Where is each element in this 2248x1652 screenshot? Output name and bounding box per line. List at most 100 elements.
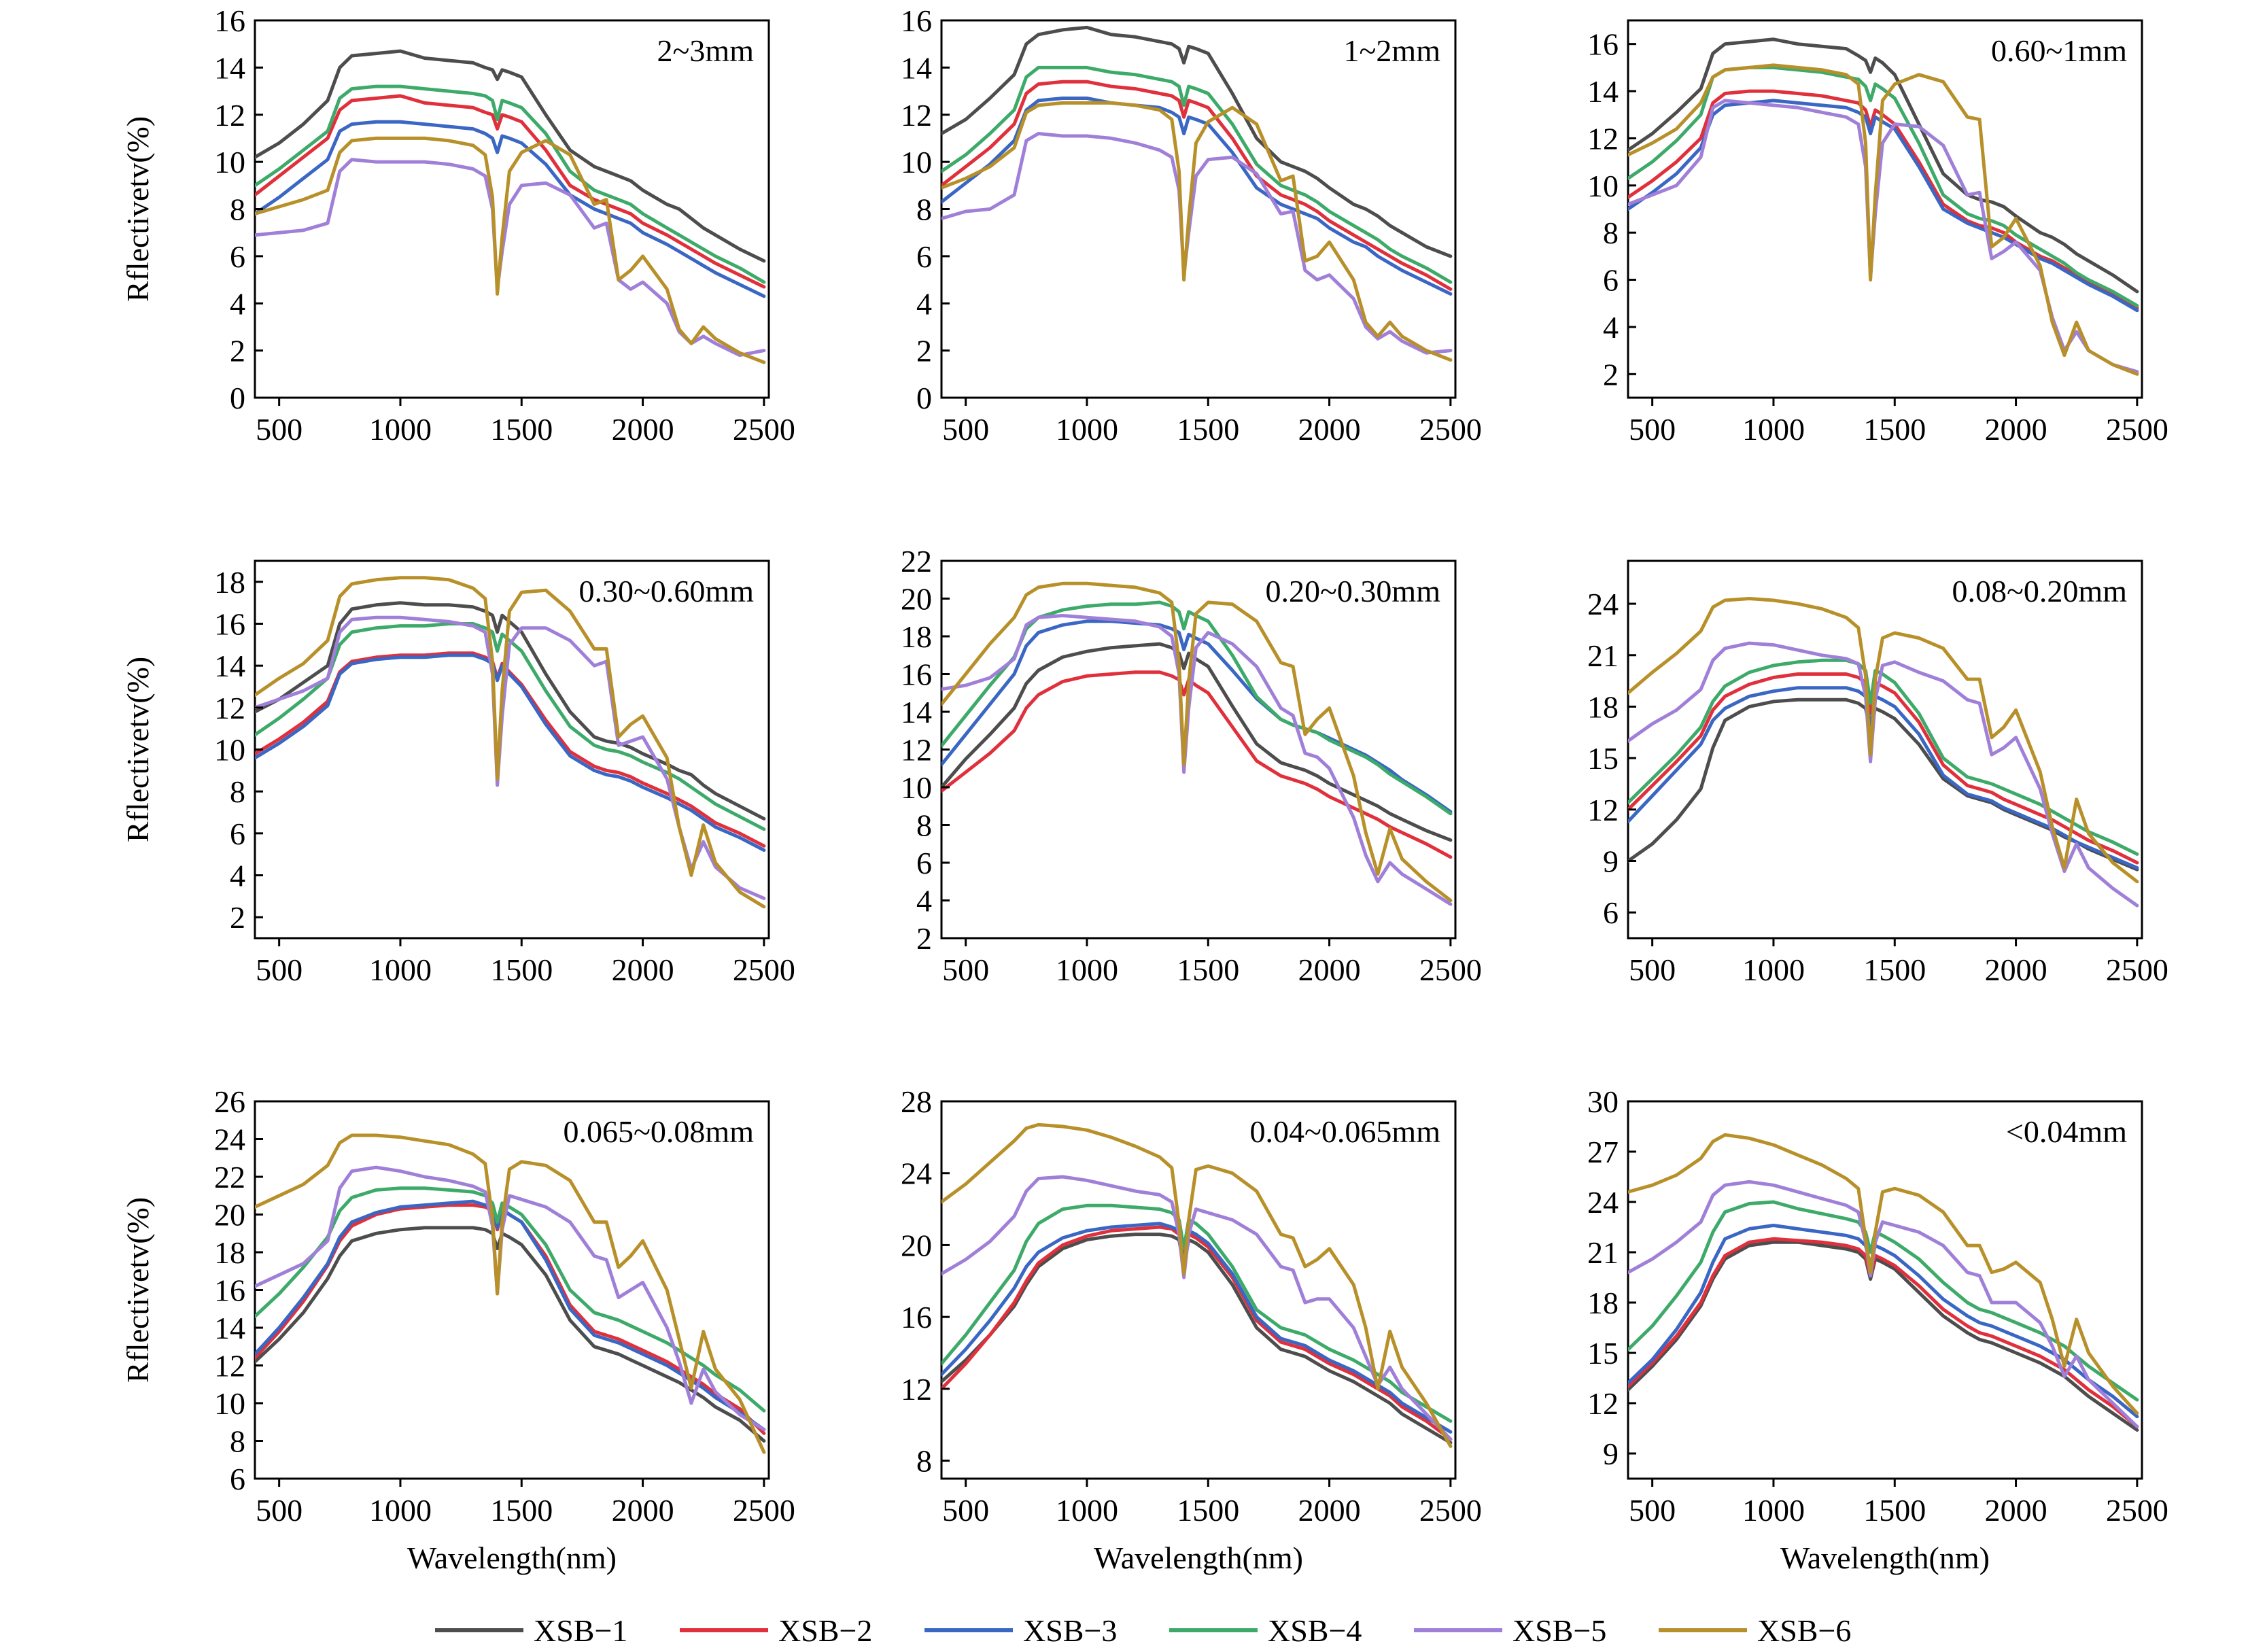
x-tick-label: 2500 bbox=[2106, 412, 2168, 447]
y-tick-label: 0 bbox=[230, 381, 245, 415]
x-tick-label: 1500 bbox=[1177, 1493, 1239, 1528]
y-tick-label: 30 bbox=[1587, 1084, 1619, 1119]
series-line bbox=[1628, 1237, 2139, 1428]
y-tick-label: 12 bbox=[214, 98, 245, 133]
series-group bbox=[941, 1122, 1453, 1448]
legend-item: XSB−2 bbox=[680, 1613, 872, 1648]
y-tick-label: 10 bbox=[214, 145, 245, 179]
x-tick-label: 500 bbox=[1629, 1493, 1676, 1528]
y-tick-label: 16 bbox=[1587, 27, 1619, 62]
y-tick-label: 27 bbox=[1587, 1135, 1619, 1169]
x-tick-label: 500 bbox=[1629, 412, 1676, 447]
x-tick-label: 2500 bbox=[2106, 952, 2168, 987]
x-tick-label: 500 bbox=[256, 952, 302, 987]
series-line bbox=[255, 1186, 766, 1413]
series-line bbox=[1628, 1224, 2139, 1419]
x-tick-label: 1000 bbox=[369, 952, 432, 987]
x-tick-label: 2000 bbox=[1298, 412, 1361, 447]
x-tick-label: 500 bbox=[256, 412, 302, 447]
series-line bbox=[255, 1165, 766, 1432]
panel-label: 0.20~0.30mm bbox=[1266, 574, 1441, 608]
plot-frame bbox=[940, 1100, 1457, 1480]
series-line bbox=[1628, 597, 2139, 884]
x-tick-label: 500 bbox=[942, 412, 989, 447]
legend: XSB−1 XSB−2 XSB−3 XSB−4 XSB−5 XSB−6 bbox=[435, 1613, 1851, 1648]
y-tick-label: 10 bbox=[901, 770, 932, 805]
series-line bbox=[941, 1225, 1453, 1441]
y-tick-label: 18 bbox=[214, 565, 245, 600]
y-tick-label: 18 bbox=[901, 619, 932, 654]
y-tick-label: 24 bbox=[214, 1122, 245, 1157]
x-axis-title: Wavelength(nm) bbox=[1094, 1541, 1303, 1575]
chart-panel: 2 4 6 8 10 12 14 16 18 500 1000 1500 2000 2500 0.30~0.… bbox=[120, 560, 795, 987]
panel-label: 0.60~1mm bbox=[1991, 33, 2127, 68]
x-tick-label: 1000 bbox=[369, 1493, 432, 1528]
y-axis-title: Rflectivetv(%) bbox=[120, 116, 155, 302]
series-line bbox=[1628, 63, 2139, 376]
x-tick-label: 2000 bbox=[1298, 1493, 1361, 1528]
x-tick-label: 1500 bbox=[490, 952, 553, 987]
y-tick-label: 2 bbox=[230, 900, 245, 935]
series-line bbox=[255, 84, 766, 284]
series-group bbox=[1628, 597, 2139, 908]
x-tick-label: 2000 bbox=[1985, 952, 2047, 987]
y-tick-label: 6 bbox=[916, 239, 932, 274]
plot-frame bbox=[1627, 1100, 2143, 1480]
series-line bbox=[941, 25, 1453, 258]
series-line bbox=[941, 642, 1453, 842]
y-tick-label: 6 bbox=[1603, 895, 1619, 930]
series-line bbox=[255, 1199, 766, 1432]
chart-panel: 2 4 6 8 10 12 14 16 500 1000 1500 2000 2500 0.60~1mm bbox=[1587, 19, 2168, 447]
y-tick-label: 18 bbox=[214, 1235, 245, 1270]
legend-label: XSB−4 bbox=[1268, 1613, 1362, 1648]
y-tick-label: 6 bbox=[230, 1462, 245, 1496]
panel-label: 0.30~0.60mm bbox=[579, 574, 755, 608]
legend-item: XSB−1 bbox=[435, 1613, 627, 1648]
x-tick-label: 1500 bbox=[1863, 952, 1926, 987]
panel-label: 1~2mm bbox=[1344, 33, 1441, 68]
y-tick-label: 6 bbox=[230, 816, 245, 851]
y-tick-label: 12 bbox=[1587, 121, 1619, 156]
y-tick-label: 21 bbox=[1587, 1235, 1619, 1270]
x-tick-label: 1000 bbox=[1056, 412, 1118, 447]
y-tick-label: 22 bbox=[901, 544, 932, 579]
series-line bbox=[255, 1203, 766, 1435]
y-tick-label: 8 bbox=[916, 1444, 932, 1479]
y-tick-label: 8 bbox=[230, 774, 245, 809]
y-tick-label: 14 bbox=[214, 50, 245, 85]
y-tick-label: 26 bbox=[214, 1084, 245, 1119]
plot-frame bbox=[254, 560, 770, 940]
series-line bbox=[941, 80, 1453, 291]
y-tick-label: 28 bbox=[901, 1084, 932, 1119]
y-tick-label: 12 bbox=[214, 691, 245, 725]
legend-label: XSB−1 bbox=[534, 1613, 627, 1648]
y-tick-label: 8 bbox=[230, 192, 245, 227]
series-line bbox=[255, 1133, 766, 1454]
legend-item: XSB−6 bbox=[1659, 1613, 1851, 1648]
series-line bbox=[255, 622, 766, 831]
y-tick-label: 8 bbox=[916, 192, 932, 227]
x-tick-label: 2500 bbox=[2106, 1493, 2168, 1528]
series-line bbox=[1628, 641, 2139, 908]
y-tick-label: 16 bbox=[214, 3, 245, 38]
x-tick-label: 1000 bbox=[1056, 1493, 1118, 1528]
x-tick-label: 2000 bbox=[1985, 1493, 2047, 1528]
y-tick-label: 2 bbox=[916, 921, 932, 956]
y-tick-label: 14 bbox=[214, 1311, 245, 1345]
x-tick-label: 2500 bbox=[1419, 412, 1482, 447]
series-line bbox=[941, 619, 1453, 814]
series-line bbox=[941, 97, 1453, 296]
y-tick-label: 6 bbox=[1603, 263, 1619, 298]
legend-item: XSB−4 bbox=[1169, 1613, 1362, 1648]
y-tick-label: 20 bbox=[901, 582, 932, 617]
y-tick-label: 10 bbox=[1587, 169, 1619, 203]
x-tick-label: 2500 bbox=[1419, 952, 1482, 987]
series-line bbox=[255, 120, 766, 298]
series-group bbox=[941, 25, 1453, 362]
legend-label: XSB−2 bbox=[778, 1613, 872, 1648]
y-tick-label: 4 bbox=[916, 286, 932, 321]
series-line bbox=[941, 65, 1453, 284]
y-tick-label: 16 bbox=[214, 607, 245, 642]
